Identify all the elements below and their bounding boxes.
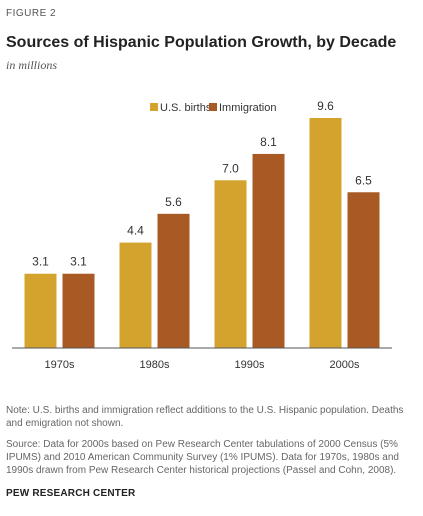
bar-immigration-1990s — [252, 153, 285, 348]
data-label: 8.1 — [260, 135, 277, 149]
legend: U.S. births Immigration — [150, 102, 276, 114]
bars — [24, 118, 380, 348]
data-label: 3.1 — [70, 255, 87, 269]
legend-swatch — [150, 103, 158, 111]
organization-credit: PEW RESEARCH CENTER — [6, 488, 136, 499]
bar-u-s-births-1990s — [214, 180, 247, 348]
data-label: 5.6 — [165, 195, 182, 209]
bar-immigration-2000s — [347, 192, 380, 348]
figure-label: FIGURE 2 — [6, 8, 57, 19]
bar-u-s-births-1980s — [119, 242, 152, 348]
legend-swatch — [209, 103, 217, 111]
legend-label: U.S. births — [160, 102, 212, 114]
bar-immigration-1980s — [157, 213, 190, 348]
data-label: 6.5 — [355, 173, 372, 187]
bar-immigration-1970s — [62, 273, 95, 348]
chart-subtitle: in millions — [6, 58, 58, 72]
x-tick-label: 2000s — [330, 359, 360, 371]
x-tick-label: 1980s — [140, 359, 170, 371]
data-label: 9.6 — [317, 99, 334, 113]
legend-label: Immigration — [219, 102, 276, 114]
data-label: 4.4 — [127, 224, 144, 238]
bar-chart: U.S. births Immigration 3.1 3.1 4.4 5.6 7.0 8.… — [12, 99, 392, 371]
value-labels: 3.1 3.1 4.4 5.6 7.0 8.1 9.6 6.5 — [32, 99, 372, 269]
chart-source: Source: Data for 2000s based on Pew Rese… — [6, 439, 399, 476]
bar-u-s-births-1970s — [24, 273, 57, 348]
x-tick-label: 1970s — [45, 359, 75, 371]
chart-title: Sources of Hispanic Population Growth, b… — [6, 34, 397, 51]
chart-note: Note: U.S. births and immigration reflec… — [6, 405, 404, 429]
data-label: 3.1 — [32, 255, 49, 269]
data-label: 7.0 — [222, 161, 239, 175]
bar-u-s-births-2000s — [309, 118, 342, 348]
x-tick-label: 1990s — [235, 359, 265, 371]
x-tick-labels: 1970s 1980s 1990s 2000s — [45, 359, 360, 371]
